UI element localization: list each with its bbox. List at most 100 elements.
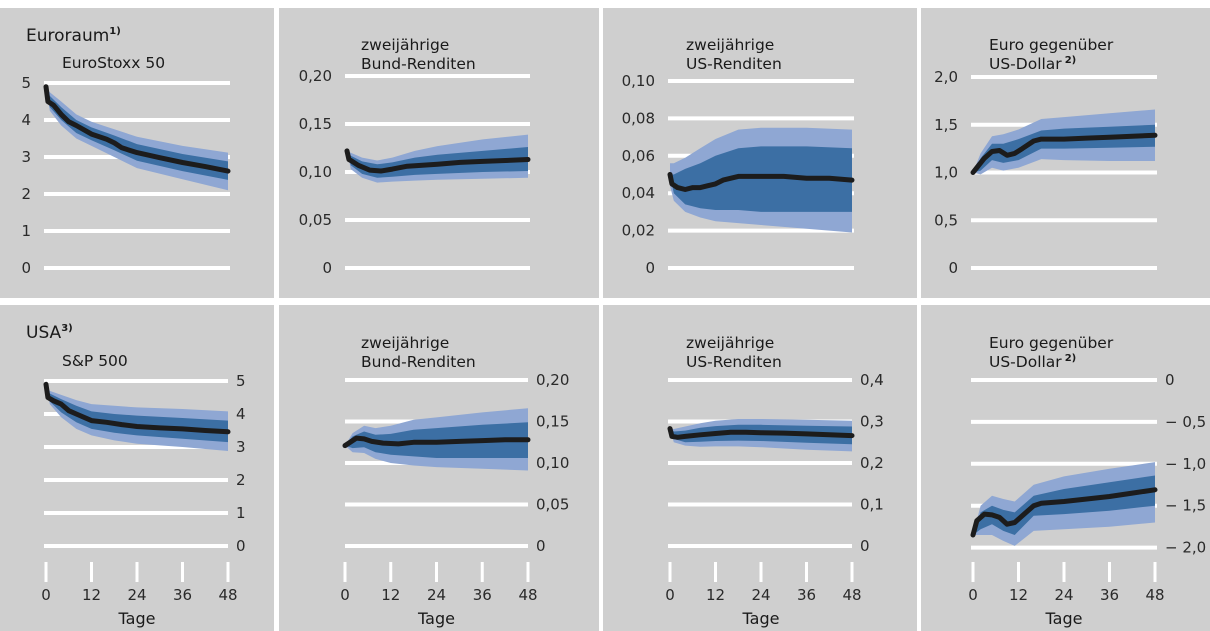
y-tick-label: 0,2: [860, 454, 884, 472]
x-tick-label: 12: [706, 586, 725, 604]
y-tick-label: 5: [21, 74, 31, 92]
median-line: [344, 148, 531, 174]
x-tick-label: 0: [665, 586, 675, 604]
y-tick-label: 1,0: [934, 164, 958, 182]
x-tick-label: 48: [842, 586, 861, 604]
y-tick-label: 0,06: [622, 147, 655, 165]
y-tick-label: 0: [645, 259, 655, 277]
panel-title-euro-gegen-ber-us-dollar-line1: Euro gegenüber: [989, 36, 1114, 54]
x-axis-label: Tage: [118, 609, 156, 628]
y-tick-label: 0,20: [536, 371, 569, 389]
median-line: [43, 381, 231, 435]
panel-title-zweij-hrige-us-renditen-line2: US-Renditen: [686, 353, 782, 371]
x-tick-label: 36: [1100, 586, 1119, 604]
confidence-band-inner: [670, 146, 852, 212]
y-tick-label: 0,1: [860, 496, 884, 514]
y-tick-label: 0,15: [299, 115, 332, 133]
y-tick-label: 1: [21, 222, 31, 240]
y-tick-label: − 2,0: [1165, 539, 1206, 557]
y-tick-label: − 1,5: [1165, 497, 1206, 515]
y-tick-label: 3: [21, 148, 31, 166]
y-tick-label: 0: [860, 537, 870, 555]
x-tick-label: 0: [968, 586, 978, 604]
panel-title-euro-gegen-ber-us-dollar-line1: Euro gegenüber: [989, 334, 1114, 352]
chart-panel-8: 0 − 0,5 − 1,0 − 1,5 − 2,0 0 12 24 36 48 Tage Euro g…: [968, 334, 1206, 628]
x-axis-label: Tage: [417, 609, 455, 628]
y-tick-label: 0,04: [622, 184, 655, 202]
y-tick-label: 0: [1165, 371, 1175, 389]
y-tick-label: 0,3: [860, 413, 884, 431]
panel-title-euro-gegen-ber-us-dollar-line2: US-Dollar 2): [989, 55, 1076, 73]
x-tick-label: 12: [381, 586, 400, 604]
panel-title-zweij-hrige-bund-renditen-line1: zweijährige: [361, 334, 449, 352]
chart-panel-2: 0 0,05 0,10 0,15 0,20 zweijährigeBund-Rendite…: [299, 36, 531, 277]
panel-title-zweij-hrige-us-renditen-line1: zweijährige: [686, 334, 774, 352]
y-tick-label: 0,08: [622, 109, 655, 127]
y-tick-label: 0,10: [299, 163, 332, 181]
median-line: [342, 435, 531, 449]
median-line: [970, 132, 1158, 175]
panel-title-zweij-hrige-bund-renditen-line2: Bund-Renditen: [361, 353, 476, 371]
y-tick-label: 0,5: [934, 211, 958, 229]
y-tick-label: 5: [236, 372, 246, 390]
chart-panel-1: 0 1 2 3 4 5 EuroStoxx 50: [21, 54, 231, 277]
y-tick-label: 0: [536, 537, 546, 555]
x-tick-label: 36: [797, 586, 816, 604]
y-tick-label: 4: [236, 405, 246, 423]
y-tick-label: 0: [322, 259, 332, 277]
y-tick-label: 3: [236, 438, 246, 456]
panel-title-euro-gegen-ber-us-dollar-line2: US-Dollar 2): [989, 353, 1076, 371]
x-tick-label: 0: [340, 586, 350, 604]
x-tick-label: 24: [1054, 586, 1073, 604]
y-tick-label: 2: [236, 471, 246, 489]
panel-title-zweij-hrige-us-renditen-line1: zweijährige: [686, 36, 774, 54]
x-tick-label: 36: [473, 586, 492, 604]
y-tick-label: 0: [948, 259, 958, 277]
row-label-usa: USA3): [26, 323, 73, 343]
x-tick-label: 24: [127, 586, 146, 604]
y-tick-label: 2,0: [934, 68, 958, 86]
panel-title-eurostoxx-50: EuroStoxx 50: [62, 54, 165, 72]
panel-background-r2-c1: [0, 305, 274, 631]
chart-panel-7: 0 0,1 0,2 0,3 0,4 0 12 24 36 48 Tage zweijährigeUS-…: [665, 334, 884, 628]
x-axis-label: Tage: [1045, 609, 1083, 628]
chart-panel-3: 0 0,02 0,04 0,06 0,08 0,10 zweijährigeUS-Rendi…: [622, 36, 855, 277]
panel-title-zweij-hrige-us-renditen-line2: US-Renditen: [686, 55, 782, 73]
y-tick-label: 2: [21, 185, 31, 203]
x-tick-label: 0: [41, 586, 51, 604]
panel-title-s-p-500: S&P 500: [62, 352, 128, 370]
confidence-band-inner: [46, 86, 228, 180]
x-axis-label: Tage: [742, 609, 780, 628]
chart-panel-6: 0 0,05 0,10 0,15 0,20 0 12 24 36 48 Tage zweijährig…: [340, 334, 569, 628]
x-tick-label: 12: [82, 586, 101, 604]
y-tick-label: 0: [21, 259, 31, 277]
x-tick-label: 48: [218, 586, 237, 604]
y-tick-label: 0,10: [622, 72, 655, 90]
y-tick-label: 0,05: [536, 496, 569, 514]
panel-title-zweij-hrige-bund-renditen-line2: Bund-Renditen: [361, 55, 476, 73]
x-tick-label: 48: [518, 586, 537, 604]
panel-title-zweij-hrige-bund-renditen-line1: zweijährige: [361, 36, 449, 54]
y-tick-label: − 0,5: [1165, 413, 1206, 431]
y-tick-label: 0,4: [860, 371, 884, 389]
y-tick-label: 1,5: [934, 116, 958, 134]
x-tick-label: 36: [173, 586, 192, 604]
panel-background-r2-c2: [279, 305, 599, 631]
median-line: [667, 172, 855, 192]
y-tick-label: 0,20: [299, 67, 332, 85]
y-tick-label: 1: [236, 504, 246, 522]
x-tick-label: 24: [751, 586, 770, 604]
y-tick-label: 0: [236, 537, 246, 555]
y-tick-label: 0,02: [622, 222, 655, 240]
row-label-euroraum: Euroraum1): [26, 26, 121, 46]
y-tick-label: 0,10: [536, 454, 569, 472]
y-tick-label: − 1,0: [1165, 455, 1206, 473]
x-tick-label: 12: [1009, 586, 1028, 604]
median-line: [43, 84, 231, 174]
y-tick-label: 0,15: [536, 413, 569, 431]
x-tick-label: 48: [1145, 586, 1164, 604]
y-tick-label: 4: [21, 111, 31, 129]
